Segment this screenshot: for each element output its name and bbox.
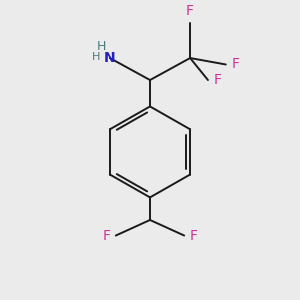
Text: N: N <box>104 51 116 65</box>
Text: H: H <box>92 52 101 61</box>
Text: F: F <box>231 58 239 71</box>
Text: F: F <box>213 73 221 87</box>
Text: H: H <box>97 40 106 53</box>
Text: F: F <box>103 229 110 242</box>
Text: F: F <box>190 229 197 242</box>
Text: F: F <box>186 4 194 18</box>
